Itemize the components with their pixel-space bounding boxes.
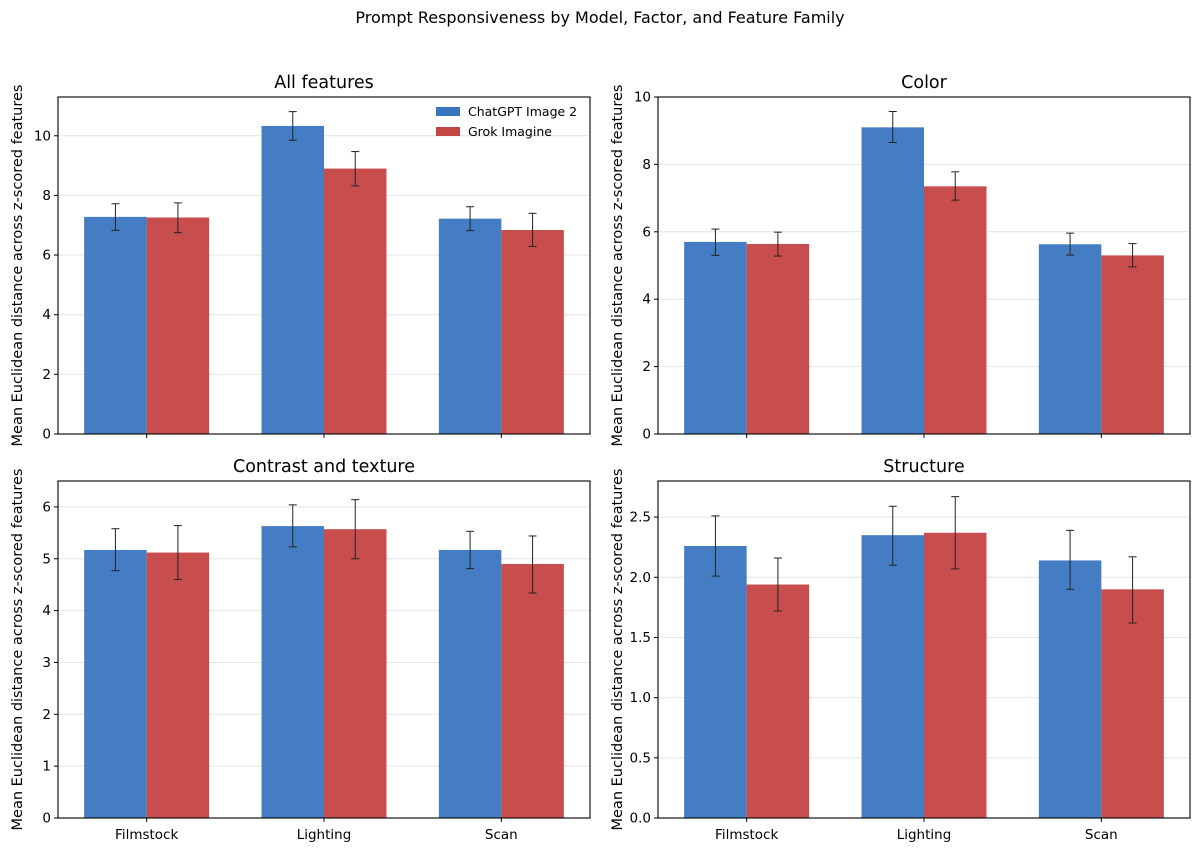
error-bar <box>888 110 897 143</box>
panel-3: 0 1 2 3 4 5 6 Filmstock Lighting Scan Contrast and… <box>10 457 591 843</box>
error-bar <box>711 228 720 256</box>
y-axis-label: Mean Euclidean distance across z-scored … <box>10 85 26 447</box>
bar-scan-chatgpt <box>1038 244 1102 434</box>
error-bar <box>288 111 297 141</box>
panel-1: 0 2 4 6 8 10 All features Mean Euclidean distan… <box>10 73 591 447</box>
bar-scan-grok <box>1101 255 1164 434</box>
figure-title: Prompt Responsiveness by Model, Factor, … <box>355 8 844 27</box>
y-tick-label: 2.5 <box>630 510 651 526</box>
error-bar <box>951 496 960 570</box>
bar-filmstock-chatgpt <box>84 549 147 818</box>
legend-label: ChatGPT Image 2 <box>468 104 577 119</box>
bar-lighting-chatgpt <box>861 127 924 434</box>
y-tick-label: 1.5 <box>630 630 651 646</box>
bar-scan-chatgpt <box>438 549 502 818</box>
y-tick-label: 4 <box>42 307 51 323</box>
panel-title: Color <box>901 73 947 93</box>
bar-lighting-grok <box>324 529 387 818</box>
y-tick-label: 6 <box>42 499 51 515</box>
y-tick-label: 4 <box>642 292 651 308</box>
bar-filmstock-grok <box>746 243 810 434</box>
y-axis-label: Mean Euclidean distance across z-scored … <box>10 469 26 831</box>
bar-filmstock-grok <box>146 217 210 434</box>
error-bar <box>1128 243 1137 268</box>
bar-lighting-chatgpt <box>861 535 924 818</box>
y-tick-label: 0.0 <box>630 811 651 827</box>
y-tick-label: 0 <box>642 427 651 443</box>
y-tick-label: 2 <box>642 359 651 375</box>
error-bar <box>951 171 960 201</box>
bar-filmstock-chatgpt <box>684 241 747 434</box>
error-bar <box>711 515 720 577</box>
y-tick-label: 0 <box>42 427 51 443</box>
bar-filmstock-chatgpt <box>684 545 747 818</box>
y-tick-label: 2.0 <box>630 570 651 586</box>
y-axis-label: Mean Euclidean distance across z-scored … <box>610 85 626 447</box>
error-bar <box>773 557 782 612</box>
bar-lighting-chatgpt <box>261 125 324 435</box>
x-tick-label: Lighting <box>297 827 352 843</box>
error-bar <box>173 525 182 581</box>
y-tick-label: 8 <box>42 188 51 204</box>
y-tick-label: 0.5 <box>630 750 651 766</box>
y-tick-label: 8 <box>642 157 651 173</box>
y-tick-label: 10 <box>34 128 51 144</box>
error-bar <box>288 504 297 548</box>
y-tick-label: 0 <box>42 811 51 827</box>
y-tick-label: 1 <box>42 759 51 775</box>
legend-swatch <box>436 107 460 116</box>
error-bar <box>888 505 897 566</box>
bar-lighting-chatgpt <box>261 526 324 818</box>
error-bar <box>111 203 120 231</box>
y-tick-label: 3 <box>42 655 51 671</box>
y-tick-label: 2 <box>42 707 51 723</box>
error-bar <box>466 530 475 570</box>
panel-title: Structure <box>883 457 964 477</box>
x-tick-label: Filmstock <box>715 827 778 843</box>
bar-filmstock-grok <box>146 552 210 818</box>
y-tick-label: 1.0 <box>630 690 651 706</box>
legend-label: Grok Imagine <box>468 124 552 139</box>
legend: ChatGPT Image 2 Grok Imagine <box>436 104 577 139</box>
error-bar <box>773 231 782 257</box>
panel-2: 0 2 4 6 8 10 Color Mean Euclidean distance acro… <box>610 73 1191 447</box>
error-bar <box>1128 556 1137 624</box>
error-bar <box>1066 232 1075 256</box>
error-bar <box>1066 529 1075 590</box>
bar-lighting-grok <box>924 186 987 434</box>
x-tick-label: Scan <box>1085 827 1118 843</box>
panel-title: Contrast and texture <box>233 457 415 477</box>
error-bar <box>173 202 182 234</box>
error-bar <box>528 212 537 247</box>
x-tick-label: Lighting <box>897 827 952 843</box>
bar-scan-grok <box>501 230 564 434</box>
error-bar <box>111 528 120 572</box>
bar-scan-chatgpt <box>1038 560 1102 818</box>
bar-scan-grok <box>501 563 564 818</box>
bar-scan-chatgpt <box>438 218 502 434</box>
y-axis-label: Mean Euclidean distance across z-scored … <box>610 469 626 831</box>
legend-swatch <box>436 127 460 136</box>
bar-filmstock-chatgpt <box>84 216 147 434</box>
panel-4: 0.0 0.5 1.0 1.5 2.0 2.5 Filmstock Lighting Scan S… <box>610 457 1191 843</box>
error-bar <box>351 151 360 187</box>
bar-filmstock-grok <box>746 584 810 818</box>
error-bar <box>466 206 475 232</box>
y-tick-label: 2 <box>42 367 51 383</box>
error-bar <box>351 499 360 560</box>
bar-scan-grok <box>1101 589 1164 818</box>
bar-lighting-grok <box>924 532 987 818</box>
y-tick-label: 6 <box>42 248 51 264</box>
y-tick-label: 5 <box>42 551 51 567</box>
y-tick-label: 4 <box>42 603 51 619</box>
y-tick-label: 6 <box>642 224 651 240</box>
panel-title: All features <box>274 73 374 93</box>
error-bar <box>528 535 537 594</box>
x-tick-label: Filmstock <box>115 827 178 843</box>
bar-lighting-grok <box>324 168 387 434</box>
x-tick-label: Scan <box>485 827 518 843</box>
y-tick-label: 10 <box>634 90 651 106</box>
